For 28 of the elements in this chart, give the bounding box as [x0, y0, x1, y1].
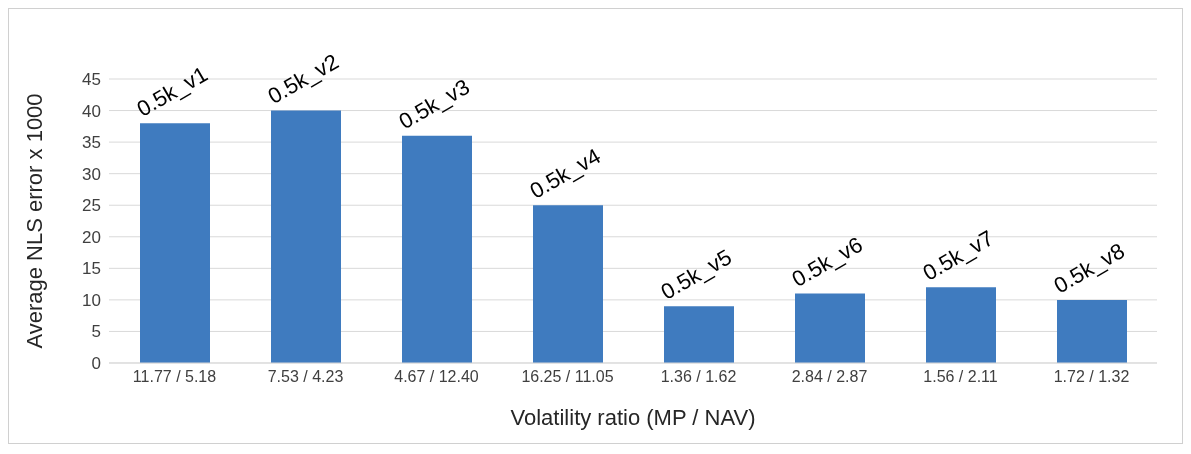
x-tick-label: 16.25 / 11.05 — [521, 368, 614, 386]
y-tick-label: 35 — [82, 133, 101, 153]
y-tick-label: 45 — [82, 70, 101, 90]
x-tick-label: 2.84 / 2.87 — [791, 368, 868, 386]
y-tick-label: 30 — [82, 164, 101, 184]
x-axis-title: Volatility ratio (MP / NAV) — [510, 405, 756, 430]
bar — [926, 287, 996, 363]
y-tick-label: 5 — [91, 322, 101, 342]
bar — [402, 135, 472, 363]
bar — [533, 205, 603, 363]
y-tick-label: 0 — [91, 354, 101, 374]
y-tick-label: 10 — [82, 290, 101, 310]
y-tick-label: 25 — [82, 196, 101, 216]
y-axis-title: Average NLS error x 1000 — [21, 93, 47, 349]
bar — [140, 123, 210, 363]
bar — [795, 293, 865, 363]
x-tick-label: 7.53 / 4.23 — [267, 368, 344, 386]
y-tick-label: 40 — [82, 101, 101, 121]
x-tick-label: 1.36 / 1.62 — [660, 368, 737, 386]
x-tick-label: 11.77 / 5.18 — [132, 368, 217, 386]
x-tick-label: 1.56 / 2.11 — [923, 368, 998, 386]
y-tick-label: 15 — [82, 259, 101, 279]
x-tick-label: 4.67 / 12.40 — [394, 368, 479, 386]
x-tick-label: 1.72 / 1.32 — [1053, 368, 1130, 386]
y-tick-label: 20 — [82, 227, 101, 247]
bar — [664, 306, 734, 363]
bar — [1057, 299, 1127, 363]
bar — [271, 110, 341, 363]
